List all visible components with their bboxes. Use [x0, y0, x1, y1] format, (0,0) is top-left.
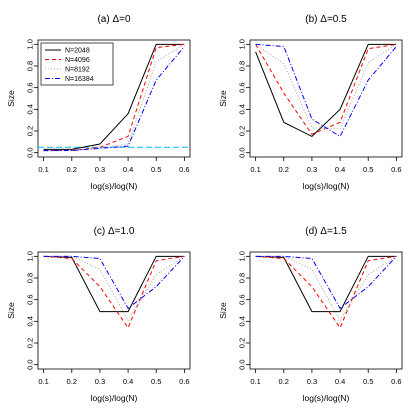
x-axis-label: log(s)/log(N)	[303, 181, 350, 191]
chart-panel-3: (c) Δ=1.0 0.1 0.2 0.3 0.4 0.5 0.6 0.0 0.2 0.4 0.6 0…	[6, 226, 191, 403]
x-tick-label: 0.3	[307, 165, 317, 174]
legend-label: N=16384	[65, 76, 94, 83]
y-tick-label: 0.2	[26, 338, 35, 348]
plot-frame	[249, 39, 403, 158]
x-tick-label: 0.5	[363, 165, 373, 174]
legend-label: N=8192	[65, 67, 90, 74]
y-axis-label: Size	[218, 302, 228, 319]
y-tick-label: 0.8	[238, 273, 247, 283]
series-line-n-16384	[255, 43, 397, 138]
x-tick-label: 0.1	[250, 377, 260, 386]
x-tick-label: 0.5	[151, 377, 161, 386]
series-line-n-2048	[255, 255, 397, 313]
series-line-n-4096	[43, 255, 185, 329]
y-axis-label: Size	[6, 302, 16, 319]
legend-label: N=4096	[65, 57, 90, 64]
x-tick-label: 0.4	[335, 165, 345, 174]
x-tick-label: 0.4	[123, 165, 133, 174]
x-tick-label: 0.2	[67, 165, 77, 174]
y-tick-label: 1.0	[26, 39, 35, 49]
series-line-n-8192	[43, 255, 185, 322]
y-tick-label: 0.8	[26, 273, 35, 283]
x-tick-label: 0.2	[279, 377, 289, 386]
x-axis-label: log(s)/log(N)	[91, 393, 138, 403]
y-tick-label: 0.8	[238, 61, 247, 71]
chart-title: (b) Δ=0.5	[305, 14, 347, 25]
series-line-n-2048	[255, 43, 397, 138]
series-line-n-16384	[43, 255, 185, 310]
y-tick-label: 0.4	[26, 104, 35, 114]
y-tick-label: 0.6	[238, 294, 247, 304]
y-tick-label: 0.2	[26, 126, 35, 136]
x-axis-label: log(s)/log(N)	[91, 181, 138, 191]
x-tick-label: 0.5	[363, 377, 373, 386]
legend-label: N=2048	[65, 48, 90, 55]
chart-panel-1: (a) Δ=0 0.1 0.2 0.3 0.4 0.5 0.6 0.0 0.2 0.4 0.6 0.8…	[6, 14, 191, 191]
x-tick-label: 0.1	[38, 165, 48, 174]
y-tick-label: 0.0	[26, 359, 35, 369]
series-line-n-2048	[43, 43, 185, 150]
x-tick-label: 0.2	[279, 165, 289, 174]
y-tick-label: 0.2	[238, 126, 247, 136]
y-tick-label: 0.0	[26, 147, 35, 157]
x-tick-label: 0.6	[391, 377, 401, 386]
x-tick-label: 0.3	[307, 377, 317, 386]
x-tick-label: 0.4	[123, 377, 133, 386]
y-tick-label: 1.0	[26, 251, 35, 261]
y-tick-label: 0.0	[238, 359, 247, 369]
chart-title: (d) Δ=1.5	[305, 226, 347, 237]
y-axis-label: Size	[218, 90, 228, 107]
chart-title: (a) Δ=0	[97, 14, 131, 25]
x-tick-label: 0.1	[38, 377, 48, 386]
x-tick-label: 0.6	[391, 165, 401, 174]
series-line-n-8192	[255, 255, 397, 322]
y-tick-label: 0.6	[26, 82, 35, 92]
x-tick-label: 0.3	[95, 165, 105, 174]
chart-panel-4: (d) Δ=1.5 0.1 0.2 0.3 0.4 0.5 0.6 0.0 0.2 0.4 0.6 0…	[218, 226, 403, 403]
series-line-n-16384	[43, 46, 185, 151]
y-axis-label: Size	[6, 90, 16, 107]
x-tick-label: 0.3	[95, 377, 105, 386]
plot-frame	[37, 39, 191, 158]
y-tick-label: 1.0	[238, 39, 247, 49]
y-tick-label: 0.6	[26, 294, 35, 304]
y-tick-label: 0.4	[238, 104, 247, 114]
chart-panel-2: (b) Δ=0.5 0.1 0.2 0.3 0.4 0.5 0.6 0.0 0.2 0.4 0.6 0…	[218, 14, 403, 191]
x-axis-label: log(s)/log(N)	[303, 393, 350, 403]
series-line-n-2048	[43, 255, 185, 313]
y-tick-label: 0.4	[26, 316, 35, 326]
y-tick-label: 0.4	[238, 316, 247, 326]
x-tick-label: 0.6	[179, 377, 189, 386]
series-line-n-8192	[255, 43, 397, 130]
plot-frame	[249, 251, 403, 370]
x-tick-label: 0.5	[151, 165, 161, 174]
y-tick-label: 1.0	[238, 251, 247, 261]
series-line-n-4096	[255, 255, 397, 329]
series-line-n-8192	[43, 43, 185, 153]
y-tick-label: 0.6	[238, 82, 247, 92]
x-tick-label: 0.2	[67, 377, 77, 386]
series-line-n-16384	[255, 255, 397, 310]
x-tick-label: 0.6	[179, 165, 189, 174]
x-tick-label: 0.4	[335, 377, 345, 386]
y-tick-label: 0.2	[238, 338, 247, 348]
x-tick-label: 0.1	[250, 165, 260, 174]
plot-frame	[37, 251, 191, 370]
series-line-n-4096	[255, 43, 397, 135]
chart-title: (c) Δ=1.0	[94, 226, 135, 237]
legend: N=2048 N=4096 N=8192 N=16384	[40, 42, 114, 86]
y-tick-label: 0.0	[238, 147, 247, 157]
y-tick-label: 0.8	[26, 61, 35, 71]
